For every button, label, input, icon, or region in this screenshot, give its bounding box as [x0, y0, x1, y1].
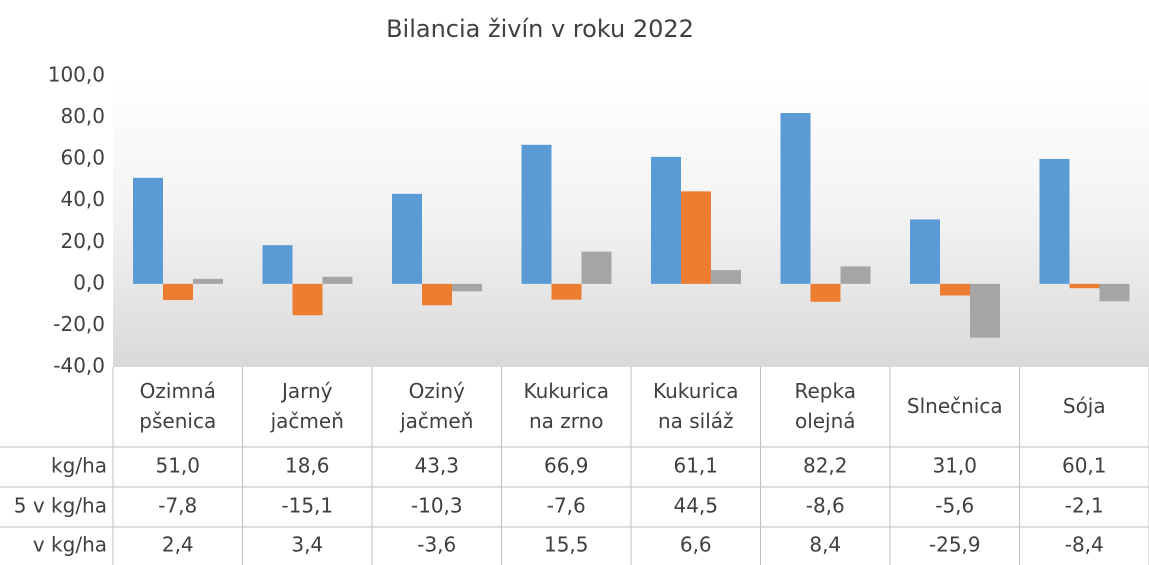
x-tick-label: Sója	[1063, 394, 1106, 418]
legend-label: v kg/ha	[33, 533, 107, 557]
bar	[392, 193, 422, 284]
y-tick-label: 20,0	[60, 229, 105, 253]
bar	[780, 112, 811, 284]
data-label: -3,6	[417, 533, 456, 557]
bar	[581, 251, 612, 284]
bar	[452, 283, 482, 292]
y-tick-label: -40,0	[53, 354, 105, 378]
bar	[521, 144, 552, 284]
data-label: -25,9	[929, 533, 981, 557]
data-label: -10,3	[411, 494, 463, 518]
bar	[681, 191, 711, 284]
bar	[193, 278, 223, 284]
bar	[1039, 158, 1070, 284]
data-label: 31,0	[932, 454, 977, 478]
chart-title: Bilancia živín v roku 2022	[386, 15, 694, 43]
bar	[322, 276, 353, 284]
x-tick-label: Oziný jačmeň	[399, 379, 473, 433]
bar	[651, 156, 681, 284]
data-label: 6,6	[680, 533, 712, 557]
bar	[292, 283, 323, 316]
data-label: 43,3	[414, 454, 459, 478]
bar	[551, 283, 582, 300]
data-label: -7,6	[547, 494, 586, 518]
data-label: 66,9	[544, 454, 589, 478]
y-tick-label: 40,0	[60, 187, 105, 211]
data-label: 2,4	[162, 533, 194, 557]
bar	[940, 283, 970, 296]
y-tick-label: 100,0	[48, 63, 105, 87]
bar	[163, 283, 193, 301]
x-tick-label: Jarný jačmeň	[270, 379, 344, 433]
bar	[810, 283, 841, 302]
data-label: 60,1	[1062, 454, 1107, 478]
data-label: 44,5	[673, 494, 718, 518]
y-tick-label: 80,0	[60, 104, 105, 128]
bar	[133, 177, 163, 284]
bar	[422, 283, 452, 306]
data-label: 8,4	[809, 533, 841, 557]
data-label: 51,0	[155, 454, 200, 478]
bar	[910, 219, 940, 284]
data-label: -8,4	[1065, 533, 1104, 557]
bar	[1069, 283, 1100, 289]
y-tick-label: 60,0	[60, 146, 105, 170]
data-label: 61,1	[673, 454, 718, 478]
legend-label: kg/ha	[51, 454, 107, 478]
bar	[840, 266, 871, 284]
data-label: 3,4	[291, 533, 323, 557]
data-label: -15,1	[281, 494, 333, 518]
data-label: 82,2	[803, 454, 848, 478]
bar	[262, 245, 293, 284]
data-label: -5,6	[935, 494, 974, 518]
y-tick-label: 0,0	[73, 270, 105, 294]
data-label: -2,1	[1065, 494, 1104, 518]
x-tick-label: Slnečnica	[907, 394, 1003, 418]
x-tick-label: Ozimná pšenica	[139, 379, 216, 433]
x-tick-label: Repka olejná	[795, 379, 856, 433]
data-label: -8,6	[806, 494, 845, 518]
data-label: 18,6	[285, 454, 330, 478]
x-tick-label: Kukurica na zrno	[524, 379, 609, 433]
data-label: -7,8	[158, 494, 197, 518]
legend-label: 5 v kg/ha	[14, 494, 107, 518]
bar	[970, 283, 1000, 338]
data-label: 15,5	[544, 533, 589, 557]
y-tick-label: -20,0	[53, 312, 105, 336]
x-tick-label: Kukurica na siláž	[653, 379, 738, 433]
bar	[1099, 283, 1130, 302]
bar	[711, 270, 741, 284]
